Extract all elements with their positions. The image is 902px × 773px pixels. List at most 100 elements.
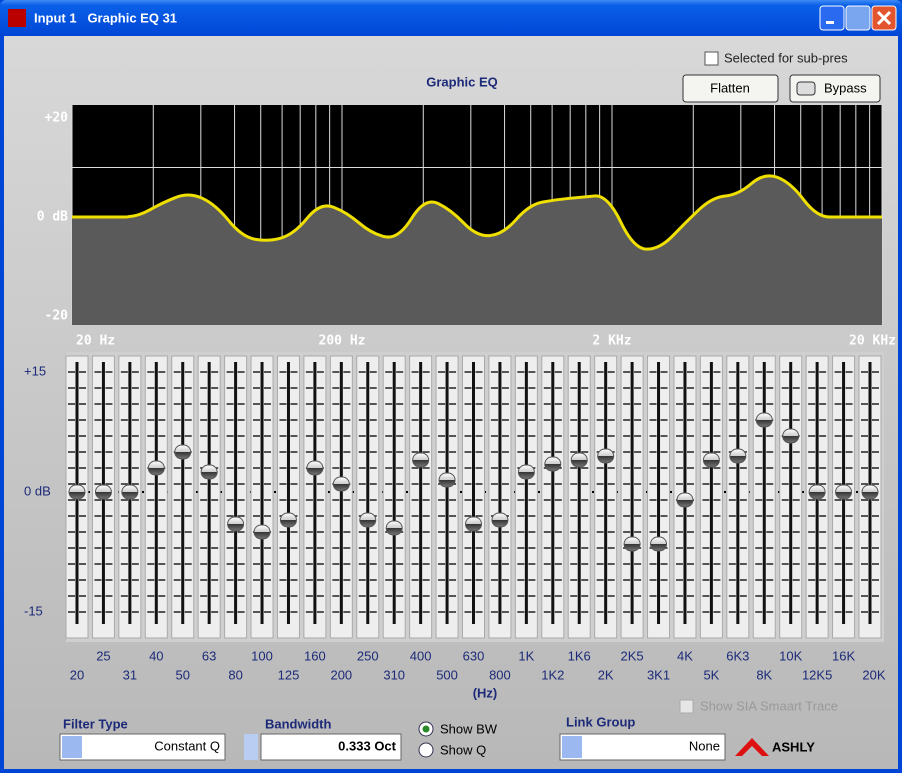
band-label: 25 — [96, 648, 110, 663]
band-label: 630 — [463, 648, 485, 663]
show-q-label: Show Q — [440, 742, 486, 757]
slider-knob — [121, 484, 139, 500]
band-label: 1K — [518, 648, 534, 663]
logo-mark — [735, 738, 769, 756]
graph-y-label: 0 dB — [37, 210, 68, 225]
link-group-value: None — [689, 738, 720, 753]
dropdown-arrow — [562, 736, 582, 758]
flatten-label: Flatten — [710, 80, 750, 95]
flatten-button[interactable] — [682, 74, 779, 103]
band-label: 63 — [202, 648, 216, 663]
eq-title: Graphic EQ — [426, 74, 498, 89]
show-bw-label: Show BW — [440, 721, 498, 736]
bypass-label: Bypass — [824, 80, 867, 95]
band-label: 50 — [175, 667, 189, 682]
slider-knob — [147, 460, 165, 476]
slider-knob — [544, 456, 562, 472]
band-label: 16K — [832, 648, 855, 663]
band-label: 6K3 — [726, 648, 749, 663]
slider-knob — [570, 452, 588, 468]
slider-knob — [702, 452, 720, 468]
bandwidth-value: 0.333 Oct — [338, 738, 396, 753]
filter-type-label: Filter Type — [63, 716, 128, 731]
graph-x-label: 20 KHz — [849, 334, 896, 349]
slider-knob — [68, 484, 86, 500]
slider-knob — [227, 516, 245, 532]
title-bar — [0, 0, 902, 36]
graph-y-label: -20 — [45, 309, 69, 324]
slider-knob — [729, 448, 747, 464]
filter-type-value: Constant Q — [154, 738, 220, 753]
bypass-led — [796, 81, 816, 96]
band-label: 1K6 — [568, 648, 591, 663]
slider-knob — [517, 464, 535, 480]
minimize-icon — [826, 21, 834, 24]
slider-knob — [94, 484, 112, 500]
slider-knob — [782, 428, 800, 444]
smaart-checkbox — [679, 699, 694, 714]
band-label: 2K5 — [621, 648, 644, 663]
band-label: 5K — [703, 667, 719, 682]
slider-knob — [597, 448, 615, 464]
graph-y-label: +20 — [45, 111, 69, 126]
graph-x-label: 2 KHz — [592, 334, 631, 349]
slider-knob — [174, 444, 192, 460]
sub-pres-label: Selected for sub-pres — [724, 50, 848, 65]
band-label: 250 — [357, 648, 379, 663]
slider-scale-label: -15 — [24, 603, 43, 618]
band-label: 4K — [677, 648, 693, 663]
slider-knob — [623, 536, 641, 552]
filter-type-dropdown[interactable] — [59, 733, 226, 761]
band-label: 20 — [70, 667, 84, 682]
unit-label: (Hz) — [473, 685, 498, 700]
slider-knob — [808, 484, 826, 500]
slider-knob — [200, 464, 218, 480]
band-label: 10K — [779, 648, 802, 663]
slider-knob — [306, 460, 324, 476]
sub-pres-checkbox[interactable] — [704, 51, 719, 66]
slider-knob — [279, 512, 297, 528]
band-label: 80 — [228, 667, 242, 682]
band-label: 8K — [756, 667, 772, 682]
link-group-dropdown[interactable] — [559, 733, 726, 761]
link-group-label: Link Group — [566, 714, 635, 729]
slider-knob — [412, 452, 430, 468]
band-label: 100 — [251, 648, 273, 663]
band-label: 310 — [383, 667, 405, 682]
band-label: 1K2 — [541, 667, 564, 682]
show-q-radio[interactable] — [418, 742, 434, 758]
band-label: 160 — [304, 648, 326, 663]
slider-knob — [332, 476, 350, 492]
band-label: 20K — [862, 667, 885, 682]
response-fill — [72, 175, 882, 325]
response-curve — [72, 174, 882, 251]
minimize-button[interactable] — [819, 5, 845, 31]
slider-knob — [650, 536, 668, 552]
graph-x-label: 20 Hz — [76, 334, 115, 349]
slider-knob — [676, 492, 694, 508]
slider-knob — [359, 512, 377, 528]
bandwidth-spinner[interactable] — [244, 734, 258, 760]
app-icon — [8, 9, 26, 27]
band-label: 12K5 — [802, 667, 832, 682]
band-label: 500 — [436, 667, 458, 682]
slider-knob — [755, 412, 773, 428]
band-label: 40 — [149, 648, 163, 663]
band-label: 125 — [278, 667, 300, 682]
band-label: 400 — [410, 648, 432, 663]
slider-knob — [861, 484, 879, 500]
logo: ASHLY — [772, 739, 815, 754]
bandwidth-label: Bandwidth — [265, 716, 331, 731]
smaart-label: Show SIA Smaart Trace — [700, 698, 838, 713]
maximize-button — [845, 5, 871, 31]
slider-knob — [835, 484, 853, 500]
slider-knob — [438, 472, 456, 488]
bandwidth-field[interactable] — [260, 733, 402, 761]
slider-knob — [385, 520, 403, 536]
band-label: 200 — [330, 667, 352, 682]
band-label: 2K — [598, 667, 614, 682]
slider-knob — [491, 512, 509, 528]
band-label: 31 — [123, 667, 137, 682]
slider-scale-label: 0 dB — [24, 483, 51, 498]
